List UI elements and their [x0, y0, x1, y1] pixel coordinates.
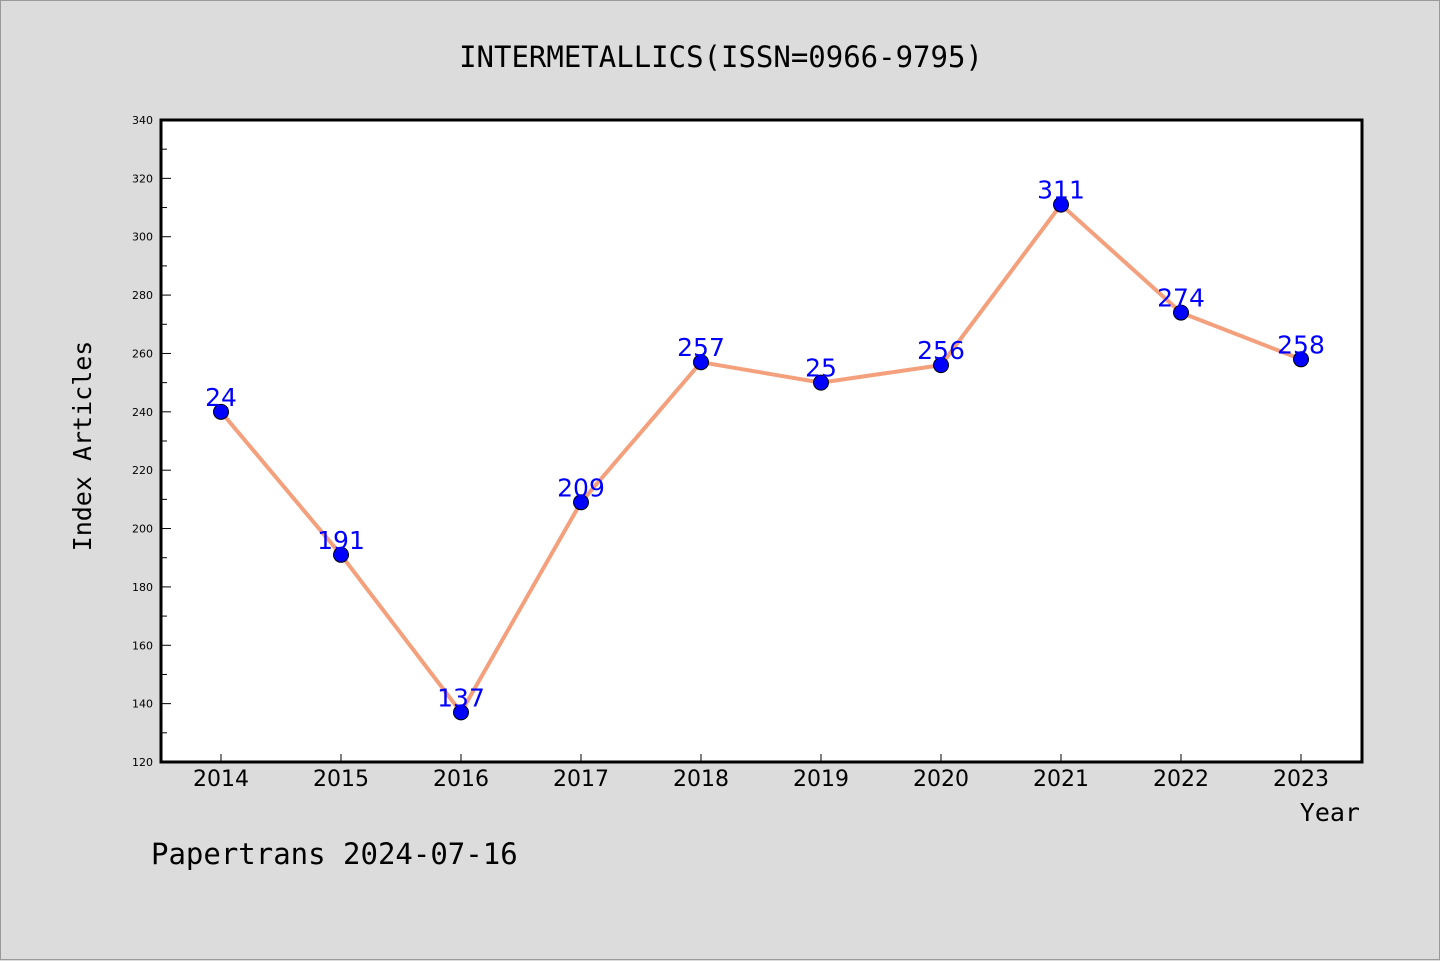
- data-point-marker: [213, 403, 229, 420]
- data-label: 25: [805, 354, 837, 383]
- x-tick-label: 2017: [553, 767, 609, 792]
- data-label: 191: [317, 526, 365, 555]
- data-point-marker: [453, 704, 469, 721]
- data-markers: [213, 196, 1309, 721]
- data-point-marker: [1173, 304, 1189, 321]
- x-axis: 2014 2015 2016 2017 2018 2019 2020 2021 2022 2023: [193, 754, 1329, 792]
- chart-title: INTERMETALLICS(ISSN=0966-9795): [459, 40, 983, 74]
- data-label: 137: [437, 683, 485, 712]
- x-tick-label: 2015: [313, 767, 369, 792]
- y-tick-label: 320: [132, 172, 153, 185]
- y-tick-label: 180: [132, 581, 153, 594]
- data-label: 311: [1037, 176, 1085, 205]
- plot-frame: [159, 118, 1364, 764]
- data-point-marker: [933, 357, 949, 374]
- data-point-marker: [1293, 351, 1309, 368]
- x-tick-label: 2014: [193, 767, 249, 792]
- x-tick-label: 2016: [433, 767, 489, 792]
- x-axis-label: Year: [1300, 798, 1360, 827]
- y-axis-label: Index Articles: [68, 341, 97, 552]
- y-tick-label: 340: [132, 114, 153, 127]
- y-tick-label: 140: [132, 698, 153, 711]
- x-tick-label: 2020: [913, 767, 969, 792]
- footer-watermark: Papertrans 2024-07-16: [151, 837, 518, 871]
- data-label: 24: [205, 383, 237, 412]
- data-label: 258: [1277, 330, 1325, 359]
- y-tick-label: 260: [132, 347, 153, 360]
- y-tick-label: 160: [132, 639, 153, 652]
- data-label: 256: [917, 336, 965, 365]
- data-point-marker: [813, 374, 829, 391]
- x-tick-label: 2019: [793, 767, 849, 792]
- x-tick-label: 2022: [1153, 767, 1209, 792]
- plot-area: [161, 120, 1362, 762]
- y-tick-label: 220: [132, 464, 153, 477]
- data-label: 209: [557, 473, 605, 502]
- data-point-marker: [693, 354, 709, 371]
- data-point-marker: [1053, 196, 1069, 213]
- series-line: [219, 202, 1303, 715]
- y-tick-label: 240: [132, 406, 153, 419]
- data-point-marker: [573, 494, 589, 511]
- x-tick-label: 2018: [673, 767, 729, 792]
- y-tick-label: 120: [132, 756, 153, 769]
- data-label: 257: [677, 333, 725, 362]
- x-tick-label: 2021: [1033, 767, 1089, 792]
- y-tick-label: 200: [132, 523, 153, 536]
- x-tick-label: 2023: [1273, 767, 1329, 792]
- y-tick-label: 280: [132, 289, 153, 302]
- data-label: 274: [1157, 284, 1205, 313]
- y-tick-label: 300: [132, 231, 153, 244]
- data-point-marker: [333, 546, 349, 563]
- data-labels: 24 191 137 209 257 25 256 311 274 258: [205, 176, 1325, 713]
